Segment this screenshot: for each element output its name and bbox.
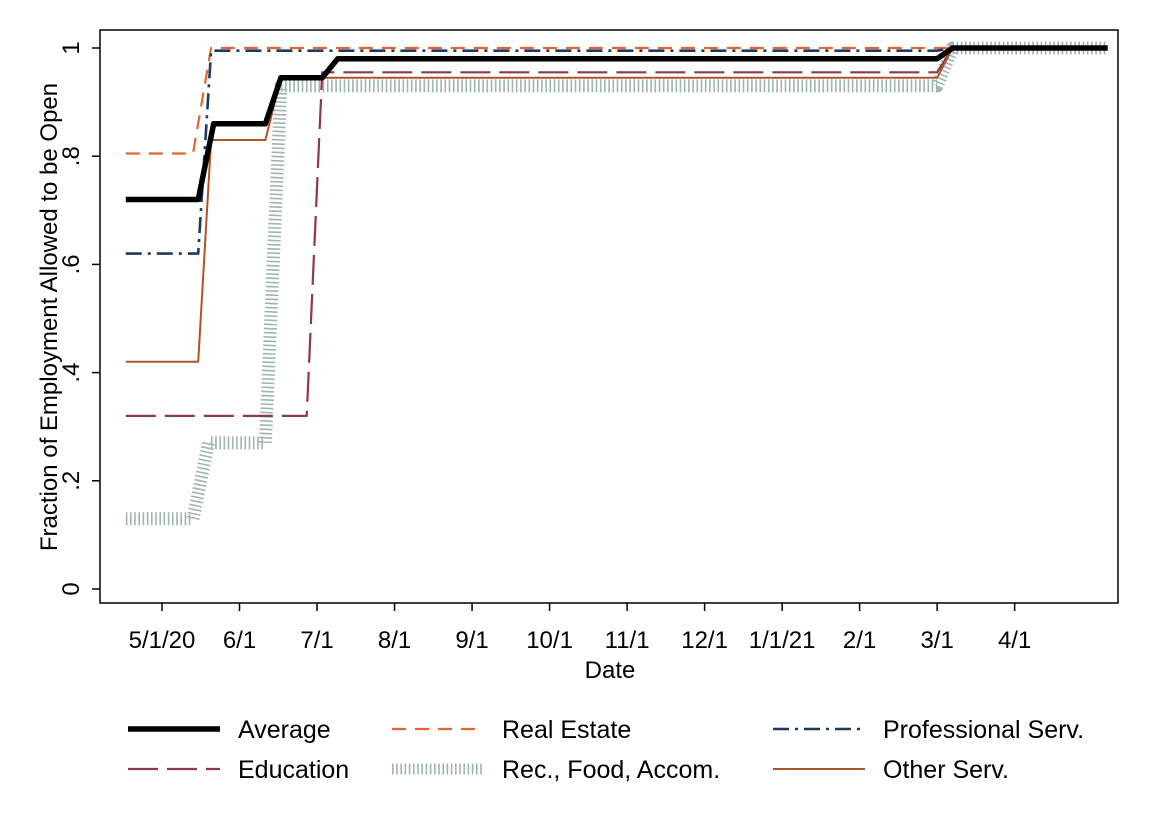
x-tick-label: 11/1	[605, 627, 650, 654]
legend-label: Rec., Food, Accom.	[502, 756, 720, 784]
y-axis: 0.2.4.6.81	[58, 41, 100, 595]
x-tick-label: 1/1/21	[749, 627, 816, 654]
x-tick-label: 8/1	[378, 627, 411, 654]
legend-label: Other Serv.	[883, 756, 1009, 784]
legend: Average Real Estate Professional Serv. Educ…	[128, 716, 1084, 784]
x-axis-label: Date	[585, 657, 636, 684]
y-tick-label: 1	[58, 41, 85, 54]
x-tick-label: 12/1	[681, 627, 728, 654]
legend-label: Real Estate	[502, 716, 631, 744]
y-axis-label: Fraction of Employment Allowed to be Ope…	[36, 83, 63, 551]
plot-frame	[100, 30, 1118, 603]
x-tick-label: 3/1	[920, 627, 953, 654]
x-axis: 5/1/20 6/1 7/1 8/1 9/1 10/1 11/1 12/1 1/1/21 2/1 3…	[129, 603, 1032, 654]
x-tick-label: 9/1	[455, 627, 488, 654]
legend-label: Average	[238, 716, 331, 744]
legend-label: Education	[238, 756, 349, 784]
y-tick-label: 0	[58, 582, 85, 595]
x-tick-label: 10/1	[526, 627, 573, 654]
x-tick-label: 4/1	[998, 627, 1031, 654]
x-tick-label: 2/1	[843, 627, 876, 654]
series-layer	[126, 48, 1108, 519]
x-tick-label: 6/1	[223, 627, 256, 654]
x-tick-label: 5/1/20	[129, 627, 196, 654]
x-tick-label: 7/1	[300, 627, 333, 654]
legend-label: Professional Serv.	[883, 716, 1084, 744]
series-line-professional-serv	[126, 48, 1108, 254]
series-line-rec-food-accom	[126, 48, 1108, 519]
